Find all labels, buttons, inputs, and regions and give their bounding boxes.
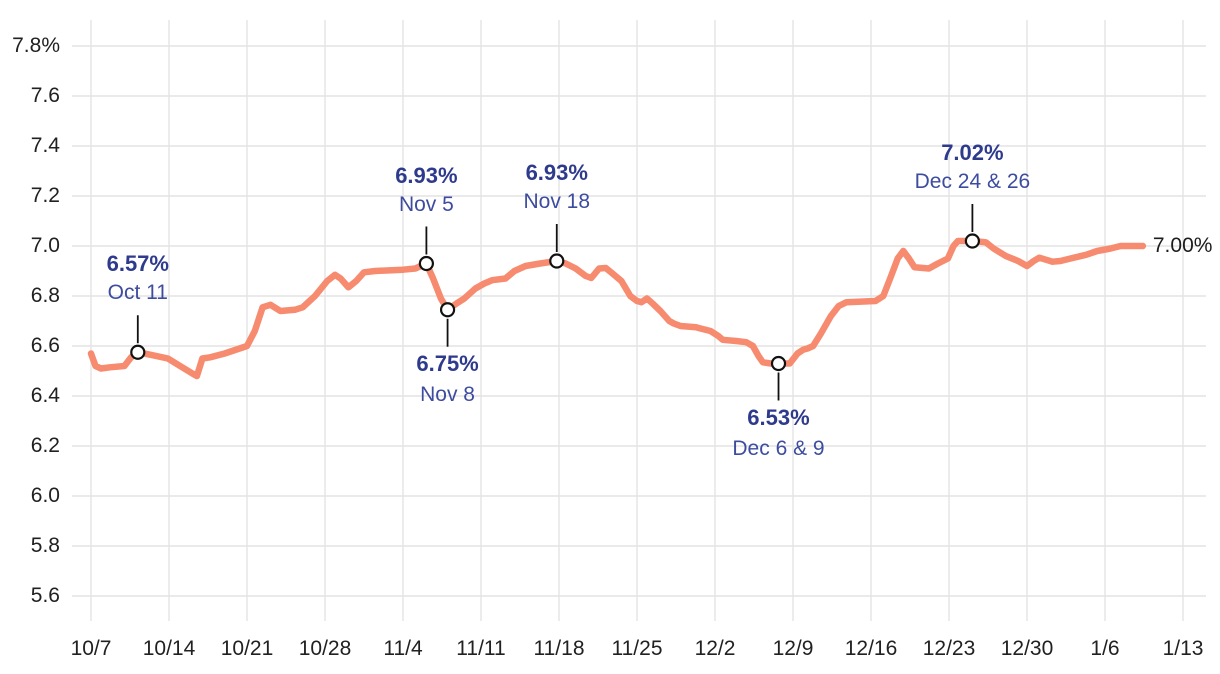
annotation-value: 7.02% [941, 140, 1004, 165]
x-axis-tick-label: 11/4 [383, 637, 423, 660]
annotation-date: Nov 18 [523, 190, 591, 213]
annotation-date: Dec 24 & 26 [914, 170, 1031, 193]
x-axis-tick-label: 1/13 [1162, 637, 1204, 660]
x-axis-tick-label: 10/21 [220, 637, 274, 660]
annotation-value: 6.93% [395, 162, 458, 188]
data-point-marker [964, 233, 981, 249]
data-point-marker [439, 302, 456, 318]
y-axis-tick-label: 6.8 [30, 284, 60, 307]
annotation-value: 6.57% [106, 251, 169, 277]
y-axis-tick-label: 6.2 [30, 434, 60, 457]
x-axis-tick-label: 11/11 [456, 637, 506, 660]
y-axis-tick-label: 6.6 [30, 334, 60, 357]
y-axis-tick-label: 6.4 [30, 384, 60, 407]
annotation-date: Dec 6 & 9 [732, 436, 825, 460]
y-axis-tick-label: 7.0 [30, 234, 60, 257]
x-axis-tick-label: 12/23 [922, 637, 976, 660]
data-point-marker [770, 355, 787, 372]
y-axis-tick-label: 6.0 [30, 484, 60, 507]
data-point-marker [549, 253, 565, 269]
y-axis-tick-label: 7.6 [30, 84, 60, 107]
x-axis-tick-label: 12/2 [694, 637, 736, 660]
y-axis-tick-label: 5.8 [30, 534, 60, 557]
annotation-date: Oct 11 [107, 281, 168, 305]
annotation-date: Nov 8 [420, 382, 475, 406]
x-axis-tick-label: 10/14 [142, 637, 196, 660]
x-axis-tick-label: 11/25 [611, 637, 663, 660]
y-axis-tick-label: 7.2 [30, 184, 60, 207]
annotation-value: 6.53% [747, 404, 810, 430]
annotation-value: 6.93% [525, 160, 588, 185]
x-axis-tick-label: 1/6 [1090, 637, 1120, 660]
y-axis-tick-label: 7.4 [30, 134, 60, 157]
x-axis-tick-label: 10/7 [70, 637, 112, 660]
y-axis-tick-label: 7.8% [12, 34, 60, 57]
rate-line-path [87, 237, 1147, 380]
x-axis-tick-label: 11/18 [533, 637, 585, 660]
x-axis-tick-label: 12/16 [844, 637, 898, 660]
x-axis-tick-label: 12/9 [772, 637, 814, 660]
x-axis-tick-label: 10/28 [298, 637, 352, 660]
data-point-marker [418, 255, 434, 272]
y-axis-tick-label: 5.6 [30, 584, 60, 607]
latest-rate-label: 7.00% [1152, 234, 1213, 257]
annotation-date: Nov 5 [398, 192, 454, 216]
annotation-value: 6.75% [416, 350, 479, 376]
data-point-marker [130, 344, 146, 360]
x-axis-tick-label: 12/30 [1000, 637, 1054, 660]
